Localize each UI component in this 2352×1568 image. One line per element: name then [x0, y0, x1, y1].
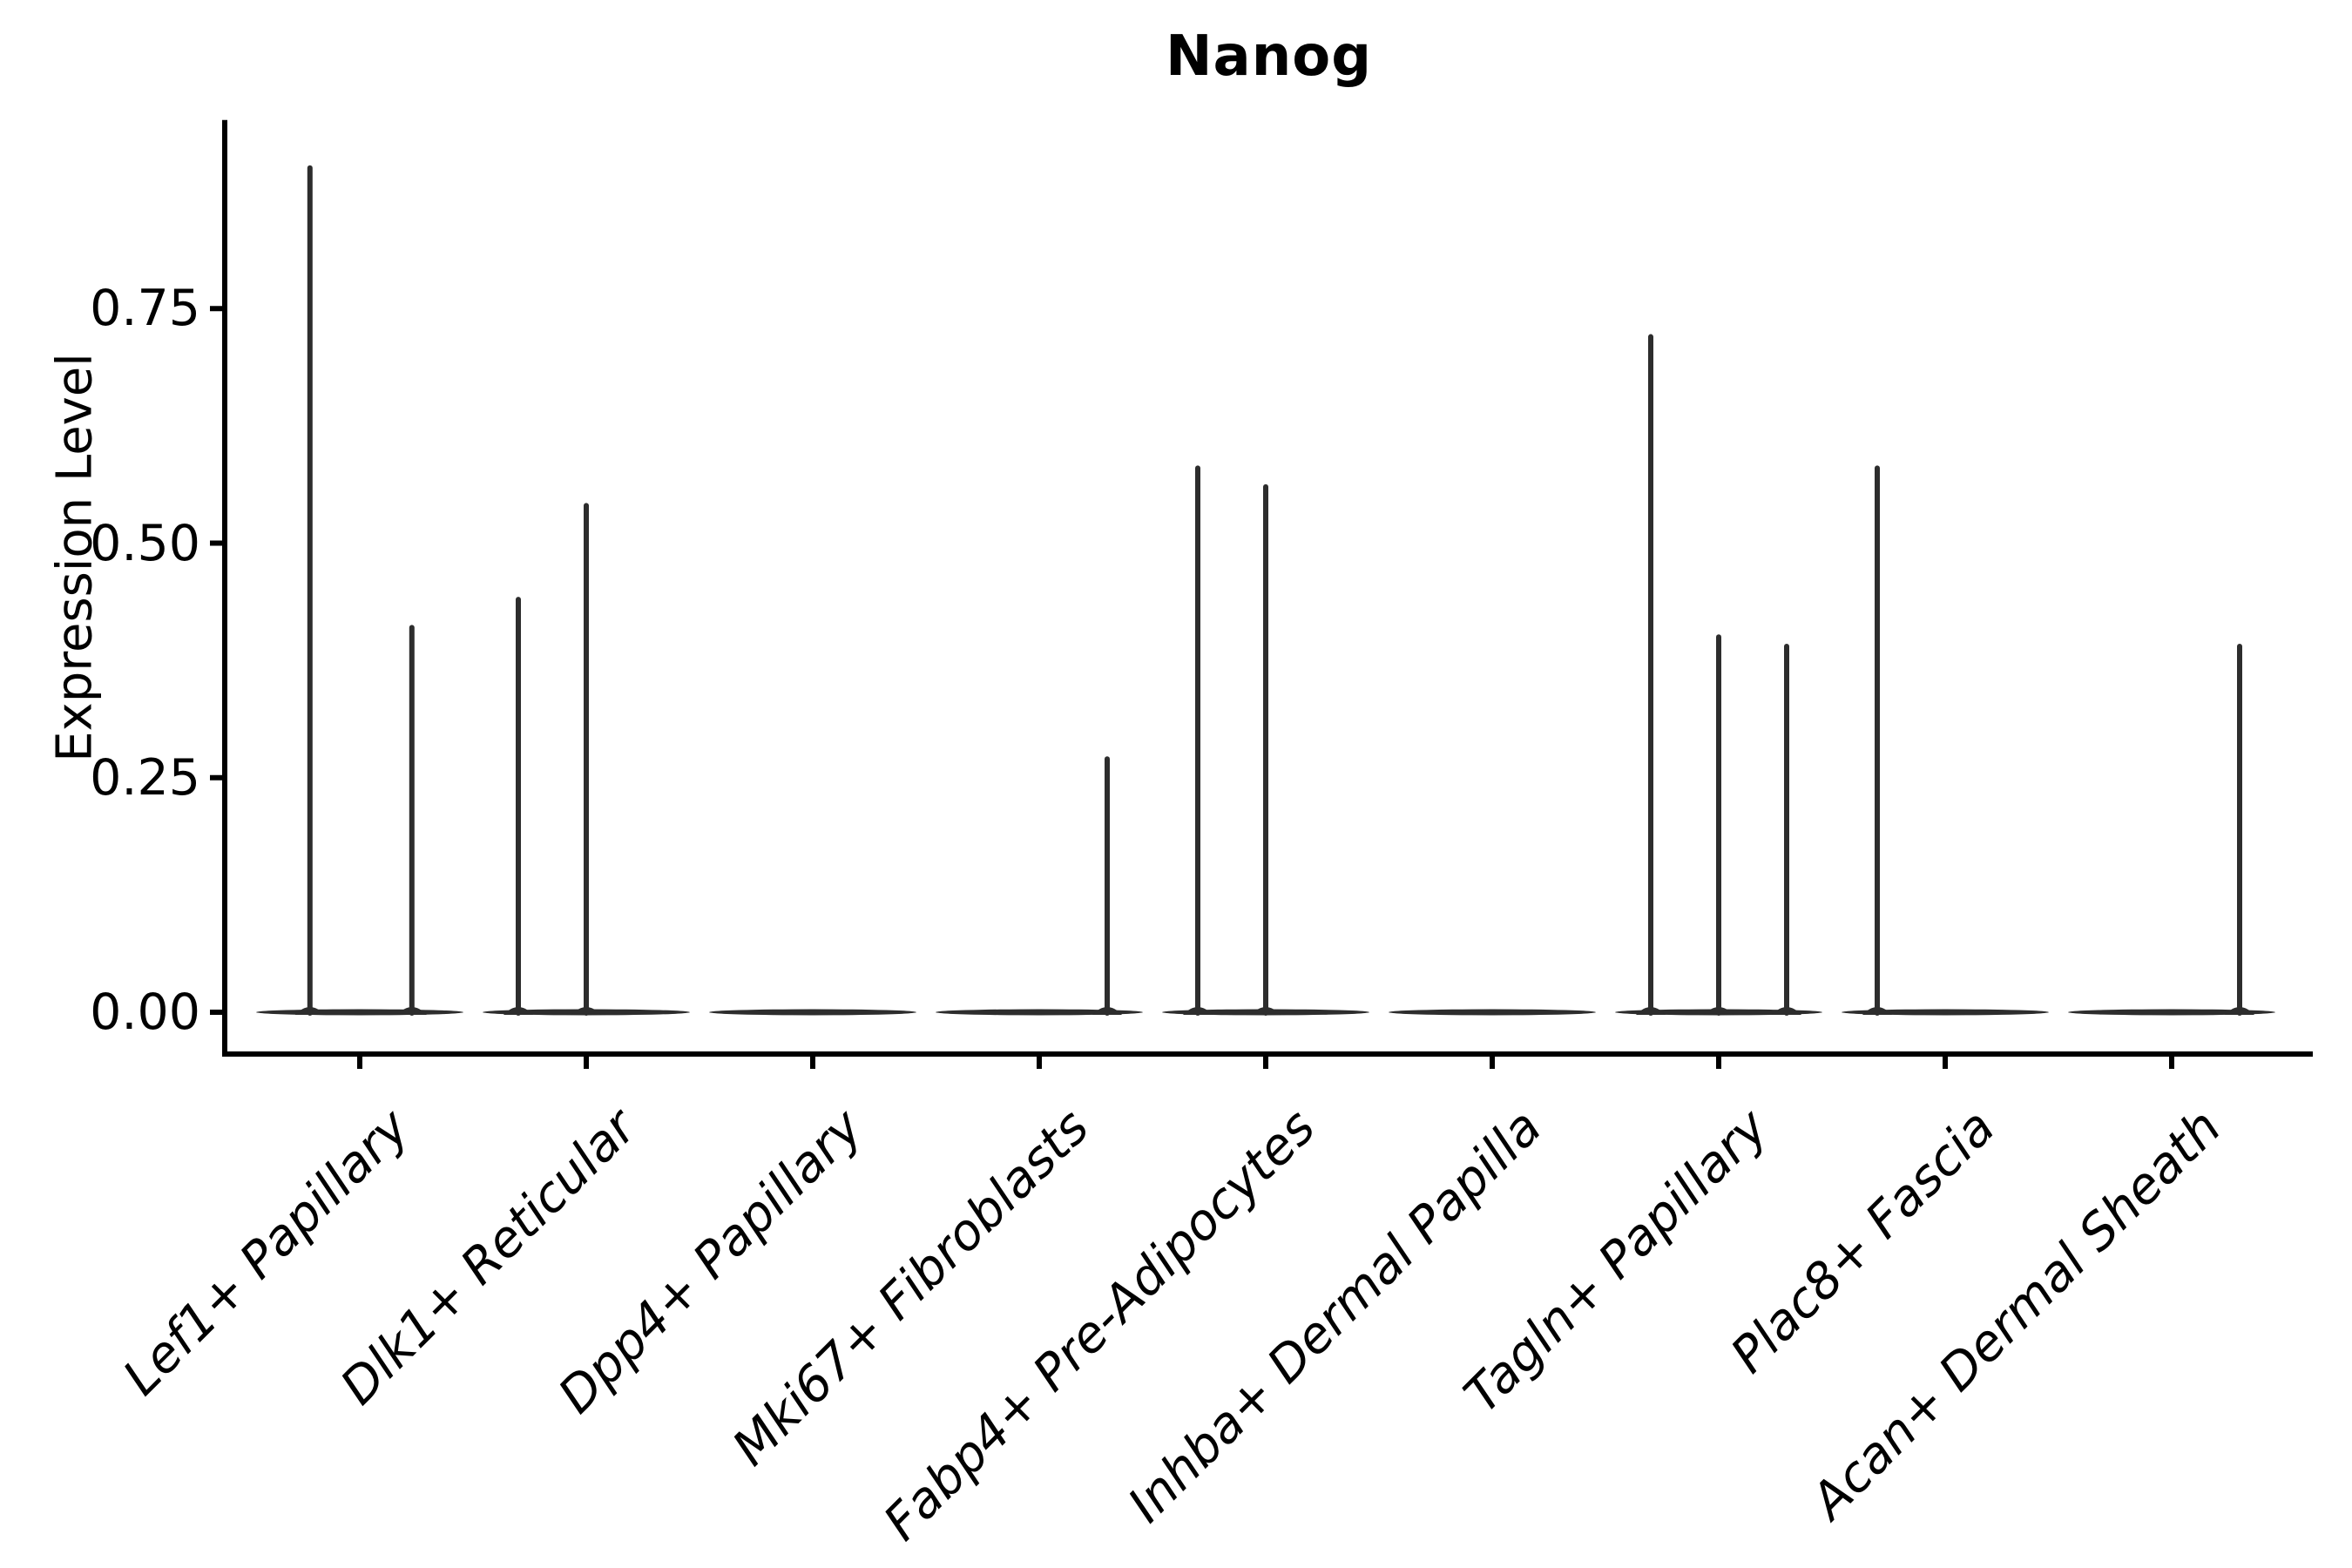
violin-baseline: [1389, 1009, 1596, 1016]
violin-baseline: [709, 1009, 916, 1016]
chart-title: Nanog: [1165, 24, 1373, 89]
y-tick-label: 0.25: [90, 748, 200, 807]
y-tick-label: 0.00: [90, 983, 200, 1041]
y-tick-label: 0.75: [90, 280, 200, 338]
y-tick-label: 0.50: [90, 514, 200, 572]
violin-baseline: [256, 1009, 463, 1016]
violin-baseline: [2068, 1009, 2275, 1016]
violin-baseline: [1842, 1009, 2049, 1016]
violin-baseline: [936, 1009, 1143, 1016]
